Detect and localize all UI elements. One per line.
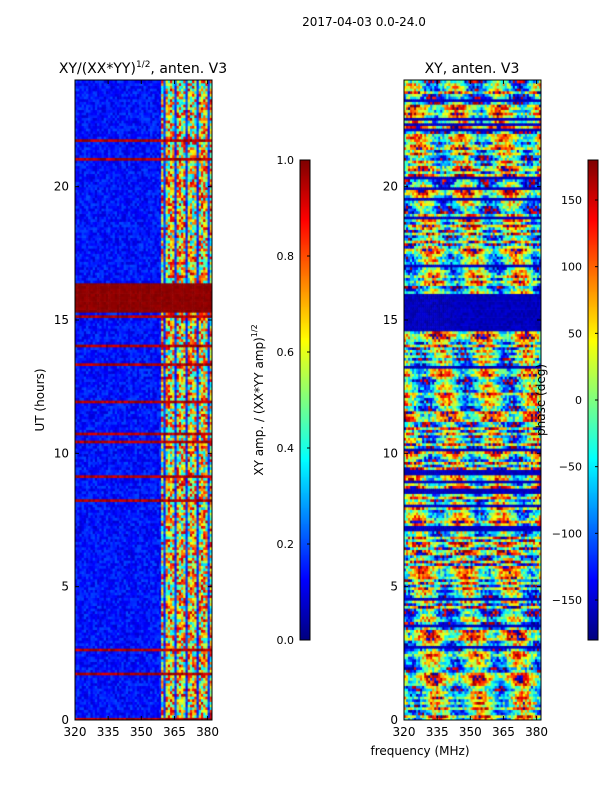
amplitude-colorbar-frame [300, 160, 310, 640]
phase-x-axis: 320 335 350 365 380 [393, 80, 548, 739]
phase-colorbar-ticks: −150 −100 −50 0 50 100 150 [552, 194, 598, 607]
figure-suptitle: 2017-04-03 0.0-24.0 [302, 15, 426, 29]
phase-ytick-label: 10 [383, 446, 398, 460]
amplitude-title-main: XY/(XX*YY) [59, 61, 136, 77]
amplitude-heatmap [75, 80, 212, 720]
amplitude-xtick-label: 350 [130, 725, 153, 739]
amplitude-colorbar-ticks: 0.0 0.2 0.4 0.6 0.8 1.0 [277, 154, 310, 647]
phase-colorbar-tick-label: 50 [568, 327, 582, 340]
shared-xlabel: frequency (MHz) [370, 744, 469, 758]
phase-heatmap-frame [404, 80, 541, 720]
phase-plot-border [403, 79, 542, 721]
phase-ytick-label: 15 [383, 313, 398, 327]
phase-ytick-label: 0 [390, 713, 398, 727]
phase-colorbar-frame [588, 160, 598, 640]
amplitude-colorbar-label: XY amp. / (XX*YY amp)1/2 [250, 324, 266, 475]
phase-xtick-label: 320 [393, 725, 416, 739]
amplitude-colorbar-tick-label: 0.6 [277, 346, 295, 359]
phase-ytick-label: 20 [383, 180, 398, 194]
amplitude-title-exponent: 1/2 [136, 60, 150, 70]
phase-colorbar-tick-label: 0 [575, 394, 582, 407]
amplitude-heatmap-frame [75, 80, 212, 720]
amplitude-colorbar-tick-label: 0.8 [277, 250, 295, 263]
phase-colorbar: −150 −100 −50 0 50 100 150 phase (deg) [534, 159, 599, 641]
phase-heatmap [404, 80, 541, 720]
amplitude-xtick-label: 320 [64, 725, 87, 739]
phase-colorbar-tick-label: −100 [552, 527, 582, 540]
amplitude-colorbar-gradient [300, 160, 310, 640]
phase-colorbar-tick-label: −150 [552, 594, 582, 607]
phase-xtick-label: 335 [426, 725, 449, 739]
amplitude-colorbar-label-exponent: 1/2 [250, 324, 259, 337]
phase-xtick-label: 365 [492, 725, 515, 739]
phase-y-axis: 0 5 10 15 20 [383, 180, 541, 727]
amplitude-xtick-label: 380 [196, 725, 219, 739]
amplitude-ytick-label: 20 [54, 180, 69, 194]
amplitude-colorbar-tick-label: 0.4 [277, 442, 295, 455]
amplitude-colorbar-tick-label: 0.2 [277, 538, 295, 551]
phase-colorbar-tick-label: 150 [561, 194, 582, 207]
phase-colorbar-tick-label: −50 [559, 461, 582, 474]
amplitude-xtick-label: 335 [97, 725, 120, 739]
phase-ytick-label: 5 [390, 580, 398, 594]
amplitude-xtick-label: 365 [163, 725, 186, 739]
amplitude-colorbar-tick-label: 1.0 [277, 154, 295, 167]
amplitude-panel: XY/(XX*YY)1/2, anten. V3 UT (hours) 320 3… [33, 60, 227, 739]
amplitude-panel-title: XY/(XX*YY)1/2, anten. V3 [59, 60, 227, 77]
amplitude-colorbar: 0.0 0.2 0.4 0.6 0.8 1.0 XY amp. / (XX*YY amp)… [250, 154, 311, 647]
phase-colorbar-label: phase (deg) [534, 364, 548, 436]
amplitude-colorbar-tick-label: 0.0 [277, 634, 295, 647]
amplitude-y-axis: 0 5 10 15 20 [54, 180, 212, 727]
amplitude-ytick-label: 15 [54, 313, 69, 327]
amplitude-x-axis: 320 335 350 365 380 [64, 80, 219, 739]
amplitude-ylabel: UT (hours) [33, 368, 47, 431]
amplitude-title-suffix: , anten. V3 [150, 61, 227, 77]
phase-panel: XY, anten. V3 320 335 350 365 380 0 5 10 15 20 f… [370, 61, 548, 758]
phase-xtick-label: 350 [459, 725, 482, 739]
amplitude-ytick-label: 10 [54, 446, 69, 460]
phase-xtick-label: 380 [525, 725, 548, 739]
amplitude-colorbar-label-main: XY amp. / (XX*YY amp) [252, 337, 266, 475]
phase-colorbar-tick-label: 100 [561, 261, 582, 274]
phase-panel-title: XY, anten. V3 [425, 61, 520, 77]
amplitude-ytick-label: 5 [61, 580, 69, 594]
amplitude-colorbar-border [299, 159, 311, 641]
amplitude-ytick-label: 0 [61, 713, 69, 727]
amplitude-plot-border [74, 79, 213, 721]
phase-colorbar-gradient [588, 160, 598, 640]
